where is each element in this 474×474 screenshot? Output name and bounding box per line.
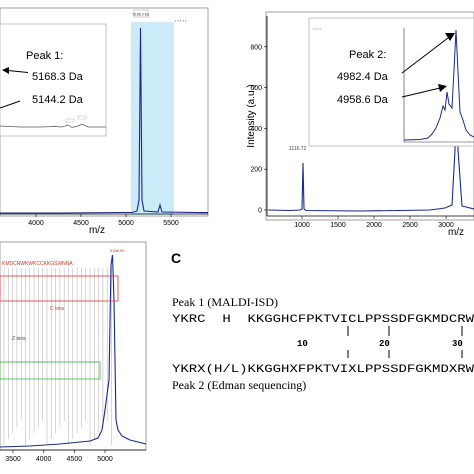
inset-a-title: Peak 1: — [26, 50, 63, 62]
x-tick-label: 5500 — [163, 220, 179, 227]
inset-a-trace — [0, 123, 106, 128]
inset-b-trace — [403, 29, 474, 141]
inset-a-minor-label — [65, 118, 75, 123]
panel-c: C Peak 1 (MALDI-ISD) YKRC H KKGGHCFPKTVI… — [171, 250, 474, 392]
panel-maldi-isd-chart: KMDCRWKWKCCKKGSWNNA 5158.90 C ions Z ion… — [0, 241, 147, 463]
peak1-sequence: YKRC H KKGGHCFPKTVICLPPSSDFGKMDCRW — [172, 314, 474, 326]
inset-b-arrow-2 — [401, 84, 447, 98]
x-tick-label: 5000 — [118, 220, 134, 227]
x-axis-label-a: m/z — [89, 225, 105, 236]
inset-b-label-2: 4958.6 Da — [337, 94, 389, 106]
inset-b-title: Peak 2: — [349, 49, 386, 61]
inset-a-label-1: 5168.3 Da — [32, 71, 84, 83]
panel-b-chart: 0 200 400 600 800 1000 1500 2000 2500 3000 1116.… — [246, 11, 474, 238]
inset-b-arrow-1 — [401, 33, 455, 74]
peak2-heading: Peak 2 (Edman sequencing) — [172, 378, 306, 392]
x-tick-label: 3500 — [5, 456, 21, 463]
peak-label-a: 5168.3 Da — [133, 13, 149, 17]
x-tick-label: 1000 — [294, 222, 310, 229]
x-tick-label: 4000 — [28, 220, 44, 227]
peak2-sequence: YKRX(H/L)KKGGHXFPKTVIXLPPSSDFGKMDXRW — [172, 364, 474, 376]
c-ions-label: C ions — [50, 306, 65, 312]
z-ions-label: Z ions — [12, 336, 26, 342]
spectrum-line — [0, 27, 208, 214]
y-tick-label: 200 — [250, 167, 262, 174]
x-tick-label: 2500 — [402, 222, 418, 229]
x-tick-label: 4500 — [73, 220, 89, 227]
highlight-band — [131, 22, 174, 216]
x-tick-label: 1500 — [330, 222, 346, 229]
spectrum-line — [0, 254, 147, 448]
y-tick-label: 600 — [250, 85, 262, 92]
inset-a-label-2: 5144.2 Da — [32, 94, 84, 106]
fragment-lines — [3, 268, 112, 445]
y-tick-label: 0 — [258, 208, 262, 215]
toolbar-text: ▪ ▪ ▪ ▪ ▪ — [175, 18, 187, 23]
peak-label-isd: 5158.90 — [110, 248, 125, 253]
sequence-label: KMDCRWKWKCCKKGSWNNA — [2, 261, 73, 267]
position-10: 10 — [297, 339, 308, 349]
y-tick-label: 400 — [250, 126, 262, 133]
panel-c-letter: C — [171, 250, 181, 266]
peak-label-b: 1116.72 — [289, 146, 307, 152]
inset-b-label-1: 4982.4 Da — [337, 71, 389, 83]
x-tick-label: 4500 — [67, 456, 83, 463]
position-30: 30 — [452, 339, 463, 349]
x-axis-label-b: m/z — [448, 227, 464, 238]
y-axis-label-b: Intensity (a.u.) — [246, 84, 257, 147]
position-20: 20 — [379, 339, 390, 349]
inset-a-minor-label — [77, 115, 87, 120]
y-tick-label: 800 — [250, 44, 262, 51]
inset-a-frame — [0, 23, 107, 137]
x-tick-label: 3000 — [438, 222, 454, 229]
x-tick-label: 4000 — [36, 456, 52, 463]
z-ions-box — [0, 361, 101, 380]
peak1-heading: Peak 1 (MALDI-ISD) — [172, 295, 278, 309]
inset-a-arrow-2 — [0, 100, 21, 109]
peak-label-box — [133, 9, 149, 18]
inset-b-header: ▪ ▪ ▪ ▪ — [313, 27, 321, 31]
x-tick-label: 5000 — [97, 456, 113, 463]
x-tick-label: 2000 — [366, 222, 382, 229]
inset-a-arrow-1 — [2, 67, 29, 74]
panel-a-chart: 4000 4500 5000 5500 ▪ ▪ ▪ ▪ ▪ 5168.3 Da Pea… — [0, 7, 209, 236]
c-ions-box — [0, 275, 119, 302]
